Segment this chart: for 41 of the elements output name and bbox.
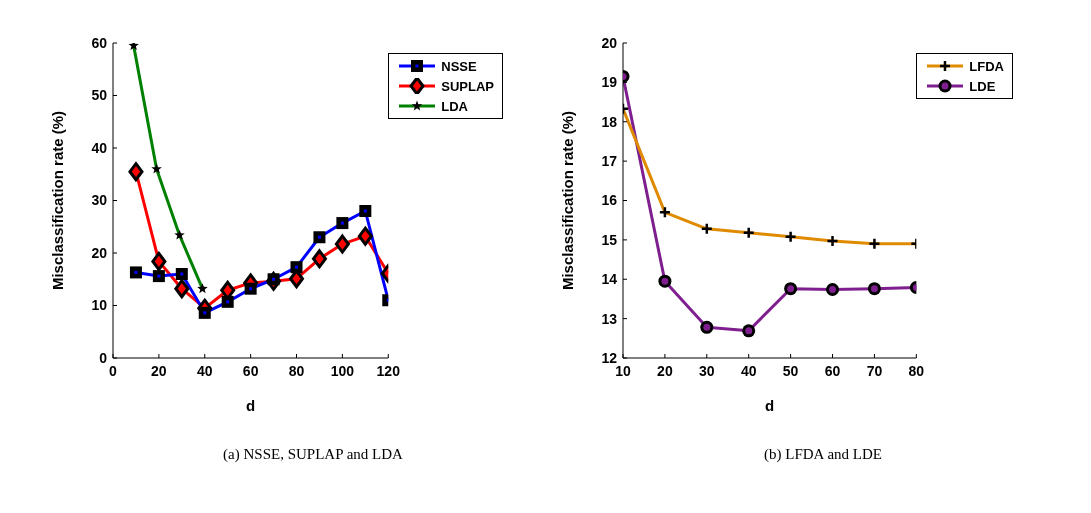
- x-tick-label: 10: [615, 362, 631, 379]
- x-tick-label: 60: [242, 362, 259, 379]
- legend-label: LFDA: [969, 58, 1004, 74]
- legend-label: SUPLAP: [441, 78, 494, 94]
- x-tick-label: 40: [740, 362, 757, 379]
- y-axis-title: Misclassification rate (%): [49, 110, 67, 291]
- y-tick-label: 12: [601, 349, 618, 366]
- text: (a) NSSE, SUPLAP and LDA: [222, 446, 404, 463]
- y-tick-label: 60: [91, 34, 108, 51]
- y-tick-label: 20: [601, 34, 618, 51]
- text: (b) LFDA and LDE: [763, 446, 883, 463]
- y-tick-label: 17: [601, 153, 618, 170]
- x-tick-label: 50: [782, 362, 799, 379]
- x-tick-label: 30: [699, 362, 715, 379]
- x-tick-label: 20: [657, 362, 673, 379]
- x-tick-label: 80: [908, 362, 925, 379]
- x-tick-label: 20: [151, 362, 167, 379]
- legend-label: NSSE: [441, 58, 477, 74]
- x-tick-label: 60: [824, 362, 841, 379]
- y-tick-label: 10: [91, 297, 108, 314]
- x-axis-title: d: [246, 397, 256, 414]
- y-tick-label: 15: [601, 231, 618, 248]
- y-tick-label: 20: [91, 244, 108, 261]
- y-tick-label: 30: [91, 192, 108, 209]
- x-tick-label: 100: [330, 362, 355, 379]
- y-tick-label: 50: [91, 87, 108, 104]
- y-tick-label: 40: [91, 139, 108, 156]
- x-axis-title: d: [765, 397, 775, 414]
- y-tick-label: 16: [601, 192, 618, 209]
- x-tick-label: 70: [866, 362, 883, 379]
- y-axis-title: Misclassification rate (%): [559, 110, 577, 291]
- y-tick-label: 0: [99, 349, 108, 366]
- x-tick-label: 80: [288, 362, 305, 379]
- y-tick-label: 14: [601, 271, 618, 288]
- y-tick-label: 18: [601, 113, 618, 130]
- legend-label: LDA: [441, 98, 468, 114]
- x-tick-label: 40: [196, 362, 213, 379]
- y-tick-label: 19: [601, 74, 618, 91]
- y-tick-label: 13: [601, 310, 618, 327]
- x-tick-label: 120: [376, 362, 401, 379]
- legend-label: LDE: [969, 78, 996, 94]
